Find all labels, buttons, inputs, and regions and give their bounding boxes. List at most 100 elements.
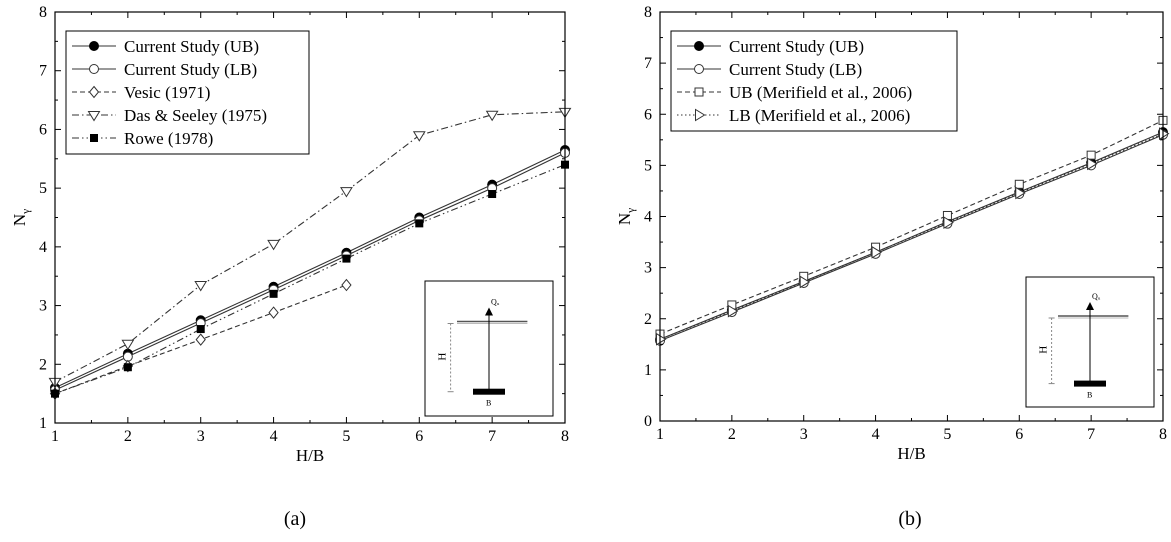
chart-a-legend-marker [88, 85, 100, 99]
chart-b-data-point [1086, 150, 1096, 160]
chart-b-x-tick-label: 4 [872, 426, 880, 443]
chart-a-legend: Current Study (UB) Current Study (LB) Vesi… [65, 30, 310, 155]
chart-panel-b: 1 2 3 4 5 6 7 8 0 1 2 3 4 5 6 7 8 H/B Nγ Current Study (UB)… [585, 0, 1170, 542]
chart-b-x-tick-label: 2 [728, 426, 736, 443]
chart-b-series-line-1 [659, 131, 1164, 340]
chart-b-y-tick-label: 2 [644, 311, 652, 328]
chart-a-data-point [412, 131, 426, 142]
chart-a-series-line-5 [54, 164, 566, 395]
chart-b-y-tick-label: 6 [644, 106, 652, 123]
chart-a-x-tick-label: 1 [51, 428, 59, 445]
chart-b-y-tick-label: 1 [644, 362, 652, 379]
chart-a-x-tick-label: 7 [488, 428, 496, 445]
chart-b-x-tick-label: 6 [1015, 426, 1023, 443]
chart-a-legend-label: Current Study (UB) [124, 37, 259, 56]
chart-b-data-point [1014, 179, 1024, 189]
chart-b-legend-item: UB (Merifield et al., 2006) [677, 83, 912, 102]
chart-b-legend-marker [694, 64, 704, 74]
chart-a-data-point [485, 110, 499, 122]
chart-b-width-label: B [1087, 391, 1092, 400]
chart-b-legend-item: Current Study (UB) [677, 37, 864, 56]
chart-b-legend-marker [694, 41, 704, 51]
chart-a-data-point [342, 254, 351, 263]
chart-a-legend-item: Das & Seeley (1975) [72, 106, 267, 125]
chart-a-legend-marker [90, 134, 98, 142]
chart-b-height-label: H [1038, 346, 1050, 354]
chart-a-data-point [195, 333, 206, 346]
chart-b-data-point [1159, 127, 1170, 141]
chart-panel-a: 1 2 3 4 5 6 7 8 1 2 3 4 5 6 7 8 H/B Nγ Current Study (UB) C… [0, 0, 585, 542]
chart-a-legend-item: Current Study (LB) [72, 60, 257, 79]
chart-b-load-label: Qᵤ [1092, 292, 1101, 301]
chart-b-data-point [656, 332, 667, 346]
chart-a-data-point [268, 306, 279, 319]
chart-a-data-point [194, 281, 208, 292]
chart-a-load-arrow-icon [485, 307, 493, 316]
chart-b-load-arrow-icon [1086, 302, 1094, 310]
chart-b-x-tick-label: 7 [1087, 426, 1095, 443]
chart-b-legend-item: Current Study (LB) [677, 60, 862, 79]
chart-a-x-axis-label: H/B [296, 446, 324, 465]
chart-a-series-line-2 [54, 152, 566, 391]
chart-a-y-tick-label: 7 [39, 63, 47, 80]
chart-b-series-4 [656, 127, 1170, 346]
chart-a-data-point [415, 219, 424, 228]
chart-a-x-tick-label: 8 [561, 428, 569, 445]
chart-a-legend-label: Das & Seeley (1975) [124, 106, 267, 125]
chart-a-height-label: H [437, 353, 449, 361]
chart-a-x-tick-label: 5 [342, 428, 350, 445]
chart-a-legend-label: Vesic (1971) [124, 83, 210, 102]
chart-b-data-point [943, 216, 954, 230]
chart-b-legend-label: LB (Merifield et al., 2006) [729, 106, 910, 125]
chart-a-anchor-plate [473, 388, 505, 395]
chart-b-y-tick-label: 3 [644, 260, 652, 277]
chart-b-y-tick-label: 4 [644, 209, 652, 226]
chart-b-anchor-plate [1074, 380, 1106, 387]
chart-a-inset-diagram: Qᵤ B H [424, 280, 554, 417]
chart-a-y-tick-label: 1 [39, 415, 47, 432]
chart-a-series-line-1 [54, 149, 566, 389]
chart-a-data-point [123, 363, 132, 372]
chart-b-legend-box [670, 30, 958, 132]
chart-b-series-line-4 [659, 133, 1164, 340]
chart-a-x-tick-label: 3 [197, 428, 205, 445]
chart-b-legend-marker [695, 108, 706, 122]
chart-a-data-point [488, 190, 497, 199]
chart-b-series-line-3 [659, 119, 1164, 335]
chart-a-x-tick-label: 6 [415, 428, 423, 445]
chart-a-y-tick-label: 8 [39, 4, 47, 21]
chart-a-y-tick-label: 5 [39, 180, 47, 197]
panel-b-caption: (b) [898, 508, 922, 530]
panel-a-caption: (a) [283, 508, 307, 530]
chart-a-width-label: B [486, 399, 491, 408]
chart-b-legend: Current Study (UB) Current Study (LB) UB (… [670, 30, 958, 132]
chart-a-legend-label: Current Study (LB) [124, 60, 257, 79]
chart-b-inset-diagram: Qᵤ B H [1025, 276, 1155, 408]
chart-b-y-axis-label: Nγ [615, 208, 637, 225]
chart-a-data-point [196, 325, 205, 334]
chart-b-legend-marker [694, 87, 704, 97]
chart-b-y-tick-label: 0 [644, 413, 652, 430]
chart-a-data-point [341, 278, 352, 292]
chart-b-legend-label: Current Study (LB) [729, 60, 862, 79]
chart-b-legend-label: Current Study (UB) [729, 37, 864, 56]
chart-a-legend-marker [89, 64, 99, 74]
chart-a-legend-marker [89, 41, 99, 51]
chart-a-legend-label: Rowe (1978) [124, 129, 213, 148]
chart-b-data-point [1087, 157, 1098, 171]
chart-a-load-label: Qᵤ [491, 298, 500, 307]
chart-b-data-point [871, 245, 883, 259]
chart-b-x-axis-label: H/B [897, 444, 925, 463]
chart-b-y-tick-label: 8 [644, 4, 652, 21]
chart-a-legend-item: Current Study (UB) [72, 37, 259, 56]
chart-a-data-point [340, 187, 353, 198]
chart-b-x-tick-label: 5 [943, 426, 951, 443]
chart-a-data-point [269, 289, 278, 298]
chart-b-legend-item: LB (Merifield et al., 2006) [677, 106, 910, 125]
chart-a-x-tick-label: 4 [270, 428, 278, 445]
chart-b-y-tick-label: 7 [644, 55, 652, 72]
chart-a-data-point [121, 339, 135, 351]
chart-b-plot-frame [659, 11, 1164, 422]
